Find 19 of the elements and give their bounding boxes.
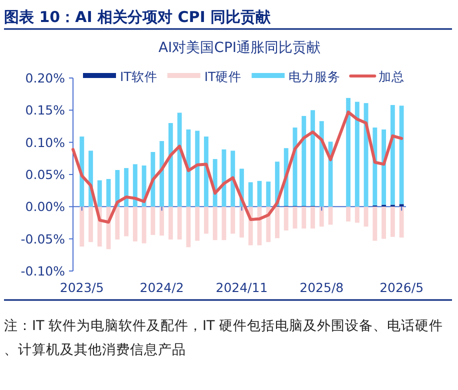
x-tick-label: 2026/5 xyxy=(380,280,424,295)
y-tick-label: -0.05% xyxy=(20,231,66,246)
x-tick-label: 2024/11 xyxy=(216,280,268,295)
y-tick-label: 0.05% xyxy=(25,167,66,182)
y-tick-label: 0.15% xyxy=(25,102,66,118)
x-tick-label: 2024/2 xyxy=(140,280,184,295)
y-tick-label: 0.10% xyxy=(25,134,66,150)
legend-label: 电力服务 xyxy=(288,69,341,84)
legend-label: IT软件 xyxy=(120,69,158,84)
y-tick-label: 0.00% xyxy=(25,199,66,214)
text: 注：IT 软件为电脑软件及配件，IT 硬件包括电脑及外围设备、电话硬件、计算机及其他消费信息产品 xyxy=(4,318,444,358)
y-tick-label: 0.20% xyxy=(25,70,66,86)
x-tick-label: 2025/8 xyxy=(300,280,344,295)
chart-title: 图表 10：AI 相关分项对 CPI 同比贡献 xyxy=(4,8,272,26)
x-tick-label: 2023/5 xyxy=(60,280,104,295)
legend-label: IT硬件 xyxy=(204,69,242,84)
chart-subtitle: AI对美国CPI通胀同比贡献 xyxy=(158,40,321,56)
y-tick-label: -0.10% xyxy=(20,264,66,278)
legend-label: 加总 xyxy=(378,69,405,84)
